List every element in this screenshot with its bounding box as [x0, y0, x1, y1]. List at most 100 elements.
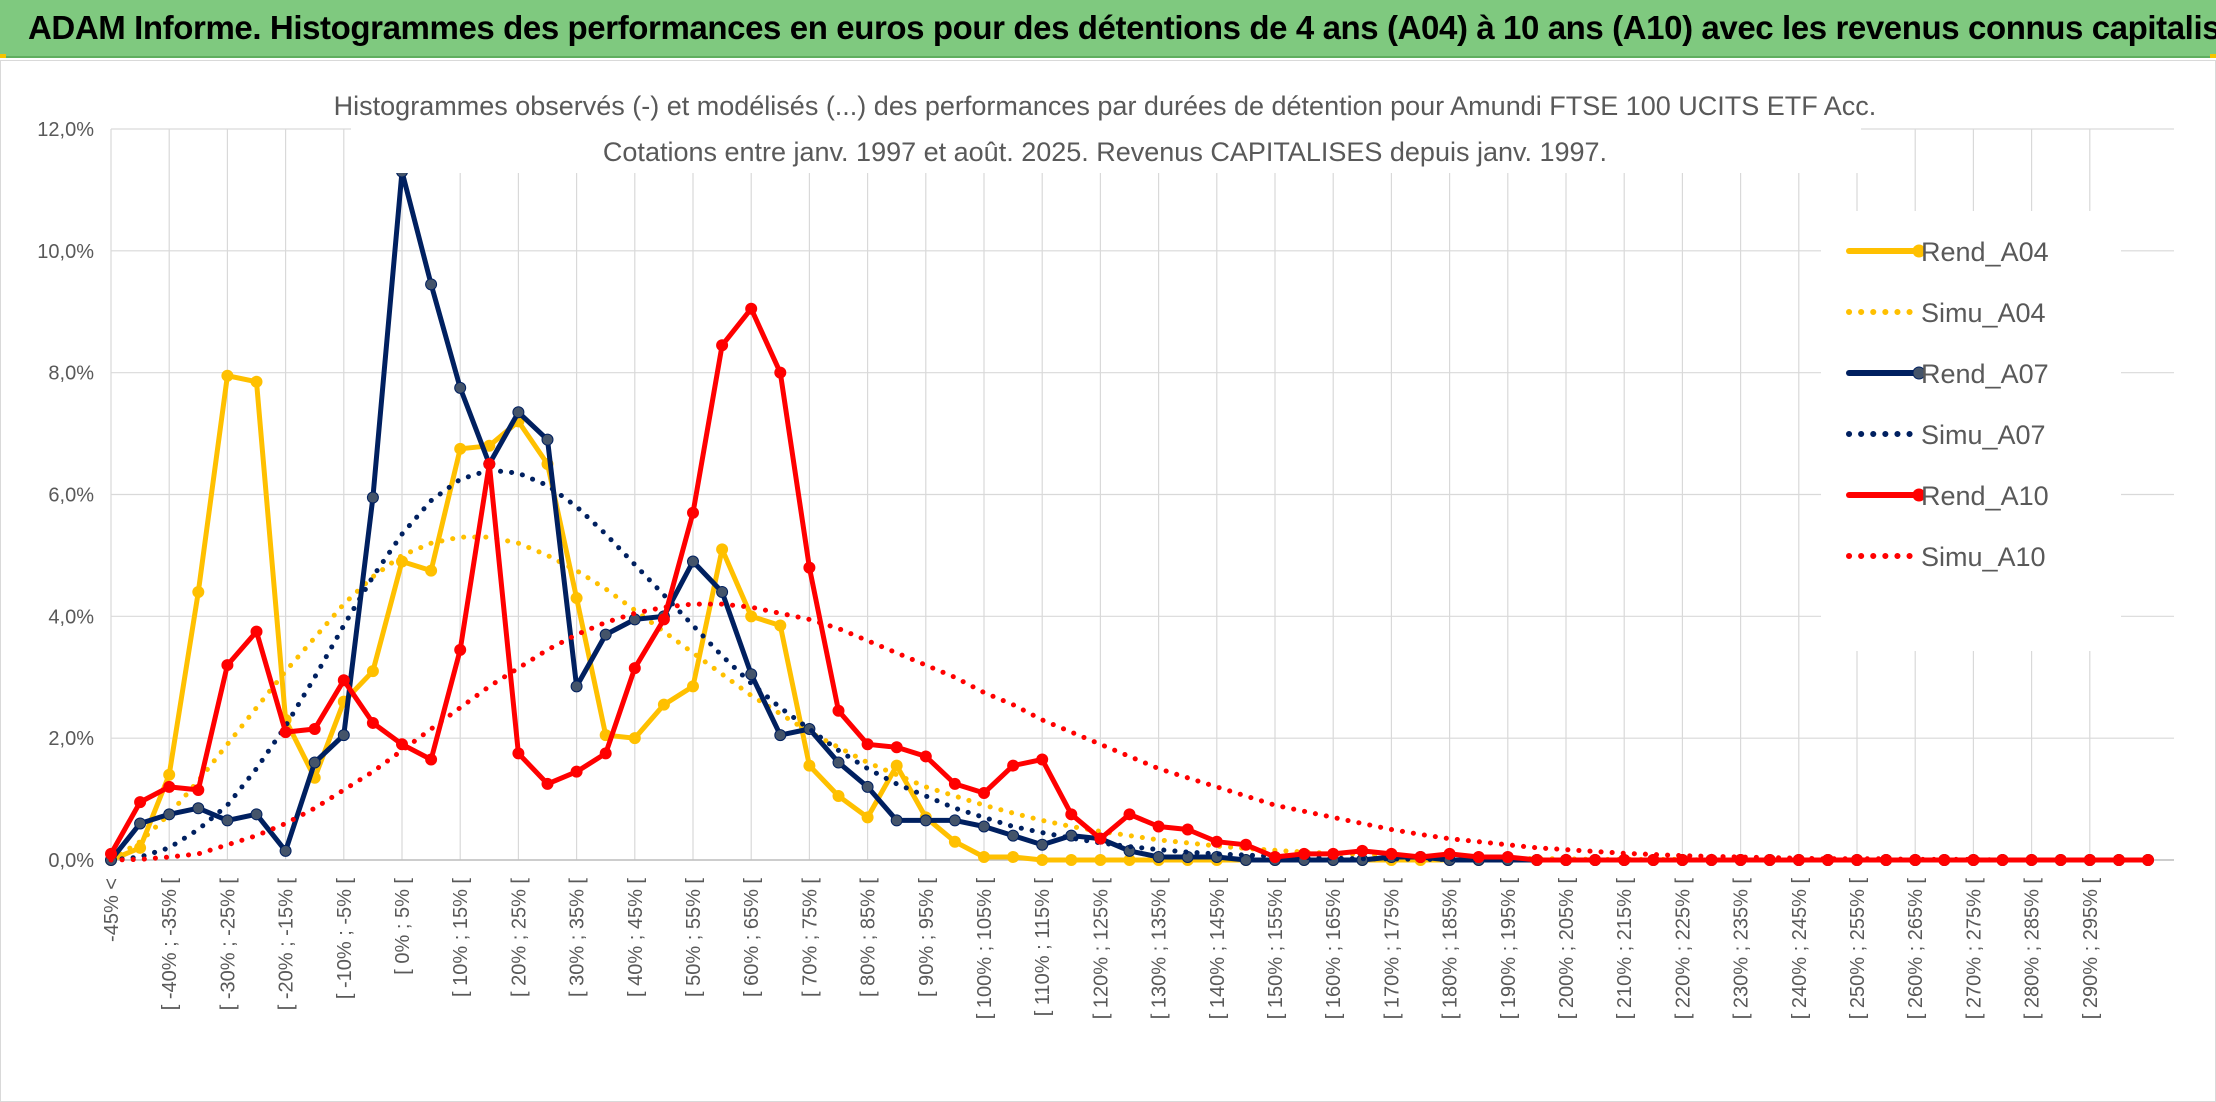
series-marker-rend-a07: [512, 406, 525, 419]
series-marker-rend-a07: [919, 814, 932, 827]
series-marker-rend-a04: [163, 768, 176, 781]
series-marker-rend-a04: [570, 592, 583, 605]
series-marker-rend-a04: [250, 375, 263, 388]
series-marker-rend-a04: [716, 543, 729, 556]
series-marker-rend-a04: [425, 564, 438, 577]
series-line-simu-a10: [108, 601, 2151, 863]
series-marker-rend-a10: [978, 786, 990, 799]
series-marker-rend-a10: [221, 659, 234, 672]
series-marker-rend-a07: [221, 814, 234, 827]
series-marker-rend-a10: [1065, 808, 1078, 821]
legend-marker-rend-a07: [1912, 366, 1926, 380]
series-marker-rend-a10: [134, 796, 147, 809]
series-marker-rend-a10: [890, 741, 903, 754]
series-marker-rend-a07: [163, 808, 176, 821]
series-marker-rend-a10: [948, 777, 961, 790]
x-tick-label: [ -40% ; -35% [: [159, 878, 181, 1011]
series-marker-rend-a10: [483, 458, 496, 471]
series-marker-rend-a10: [1472, 850, 1485, 863]
series-marker-rend-a10: [541, 777, 554, 790]
x-tick-label: [ 280% ; 285% [: [2022, 878, 2044, 1020]
series-marker-rend-a07: [716, 585, 729, 598]
chart-area: 0,0% 2,0% 4,0% 6,0% 8,0% 10,0% 12,0% -45% < [ -4…: [0, 60, 2216, 1102]
chart-subtitle: Cotations entre janv. 1997 et août. 2025…: [603, 137, 1607, 167]
y-tick-label: 10,0%: [37, 241, 94, 263]
series-marker-rend-a04: [861, 811, 874, 824]
series-marker-rend-a04: [1036, 854, 1049, 866]
series-marker-rend-a10: [1298, 847, 1311, 860]
series-marker-rend-a04: [657, 698, 670, 711]
series-marker-rend-a07: [308, 756, 321, 769]
series-lines: [105, 165, 2154, 866]
series-marker-rend-a07: [570, 680, 583, 693]
x-tick-label: [ -30% ; -25% [: [217, 878, 239, 1011]
x-tick-label: [ 10% ; 15% [: [450, 878, 472, 997]
series-marker-rend-a10: [337, 674, 350, 687]
chart-title: Histogrammes observés (-) et modélisés (…: [334, 91, 1877, 121]
x-tick-label: [ 140% ; 145% [: [1207, 878, 1229, 1020]
series-marker-rend-a10: [512, 747, 525, 760]
series-marker-rend-a07: [366, 491, 379, 504]
series-marker-rend-a10: [1152, 820, 1165, 833]
series-marker-rend-a10: [628, 662, 641, 675]
series-marker-rend-a10: [919, 750, 932, 763]
x-tick-label: [ 0% ; 5% [: [392, 878, 414, 975]
axes: 0,0% 2,0% 4,0% 6,0% 8,0% 10,0% 12,0% -45% < [ -4…: [37, 119, 2174, 1019]
series-marker-rend-a07: [948, 814, 961, 827]
legend-background: [1821, 211, 2121, 651]
legend-label-simu-a10: Simu_A10: [1921, 542, 2046, 572]
series-marker-rend-a10: [250, 625, 263, 638]
y-tick-label: 12,0%: [37, 119, 94, 141]
x-tick-label: [ 260% ; 265% [: [1905, 878, 1927, 1020]
histogram-chart: 0,0% 2,0% 4,0% 6,0% 8,0% 10,0% 12,0% -45% < [ -4…: [37, 85, 2174, 1019]
series-marker-rend-a10: [774, 366, 787, 379]
series-marker-rend-a04: [1007, 850, 1020, 863]
x-tick-label: [ 40% ; 45% [: [625, 878, 647, 997]
series-marker-rend-a10: [745, 302, 758, 315]
y-tick-label: 4,0%: [48, 606, 94, 628]
series-marker-rend-a07: [541, 433, 554, 446]
banner-accent-left: [0, 54, 6, 58]
series-marker-rend-a10: [1269, 850, 1281, 863]
series-marker-rend-a10: [716, 339, 729, 352]
x-tick-label: [ 160% ; 165% [: [1323, 878, 1345, 1020]
x-tick-label: [ 240% ; 245% [: [1789, 878, 1811, 1020]
series-marker-rend-a10: [1589, 854, 1602, 866]
legend: Rend_A04 Simu_A04 Rend_A07 Simu_A07 Rend_A10…: [1821, 211, 2121, 651]
series-marker-rend-a04: [1094, 854, 1107, 866]
x-tick-label: [ 270% ; 275% [: [1963, 878, 1985, 1020]
series-marker-rend-a10: [192, 783, 205, 796]
series-marker-rend-a04: [890, 759, 903, 772]
series-marker-rend-a10: [1560, 854, 1572, 866]
series-marker-rend-a07: [425, 278, 438, 291]
series-marker-rend-a10: [1036, 753, 1049, 766]
series-marker-rend-a10: [1327, 847, 1340, 860]
series-marker-rend-a10: [657, 613, 670, 626]
series-marker-rend-a10: [1181, 823, 1194, 836]
banner-accent-right: [2210, 54, 2216, 58]
series-marker-rend-a07: [279, 844, 292, 857]
series-marker-rend-a10: [1007, 759, 1020, 772]
gridlines: [110, 128, 2174, 861]
x-tick-label: [ 150% ; 155% [: [1265, 878, 1287, 1020]
series-marker-rend-a10: [454, 643, 467, 656]
series-marker-rend-a04: [366, 665, 379, 678]
series-marker-rend-a10: [308, 723, 321, 736]
legend-label-rend-a04: Rend_A04: [1921, 237, 2049, 267]
series-marker-rend-a10: [1501, 850, 1514, 863]
series-marker-rend-a10: [1385, 847, 1398, 860]
series-marker-rend-a10: [687, 506, 699, 519]
series-marker-rend-a04: [745, 610, 758, 623]
y-tick-label: 6,0%: [48, 485, 94, 507]
series-marker-rend-a04: [832, 790, 845, 803]
x-tick-label: [ 30% ; 35% [: [567, 878, 589, 997]
series-marker-rend-a10: [1210, 835, 1223, 848]
series-marker-rend-a10: [163, 780, 176, 793]
series-marker-rend-a07: [1007, 829, 1020, 842]
x-tick-label: [ 50% ; 55% [: [683, 878, 705, 997]
x-tick-label: [ -10% ; -5% [: [334, 878, 356, 1000]
legend-marker-rend-a04: [1912, 244, 1926, 258]
series-marker-rend-a04: [774, 619, 787, 632]
series-marker-rend-a07: [599, 628, 612, 641]
legend-label-simu-a07: Simu_A07: [1921, 420, 2046, 450]
